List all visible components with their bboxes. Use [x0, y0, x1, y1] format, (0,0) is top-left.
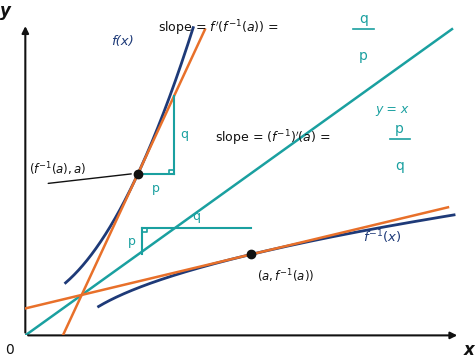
Text: $f^{-1}(x)$: $f^{-1}(x)$ — [363, 228, 401, 246]
Text: x: x — [463, 341, 474, 359]
Text: slope = $(f^{-1})'(a)$ =: slope = $(f^{-1})'(a)$ = — [214, 128, 331, 148]
Text: y: y — [0, 3, 10, 21]
Text: $(f^{-1}(a), a)$: $(f^{-1}(a), a)$ — [30, 160, 87, 178]
Text: slope = $f'(f^{-1}(a))$ =: slope = $f'(f^{-1}(a))$ = — [158, 18, 280, 38]
Text: p: p — [358, 49, 367, 63]
Text: q: q — [180, 128, 188, 141]
Text: p: p — [128, 235, 136, 248]
Text: $(a, f^{-1}(a))$: $(a, f^{-1}(a))$ — [256, 267, 314, 285]
Text: y = x: y = x — [375, 103, 408, 116]
Text: p: p — [395, 122, 403, 136]
Text: p: p — [152, 182, 160, 195]
Text: 0: 0 — [5, 343, 14, 357]
Text: q: q — [358, 12, 367, 26]
Text: q: q — [192, 210, 200, 223]
Text: q: q — [395, 159, 403, 173]
Text: f(x): f(x) — [111, 35, 134, 48]
